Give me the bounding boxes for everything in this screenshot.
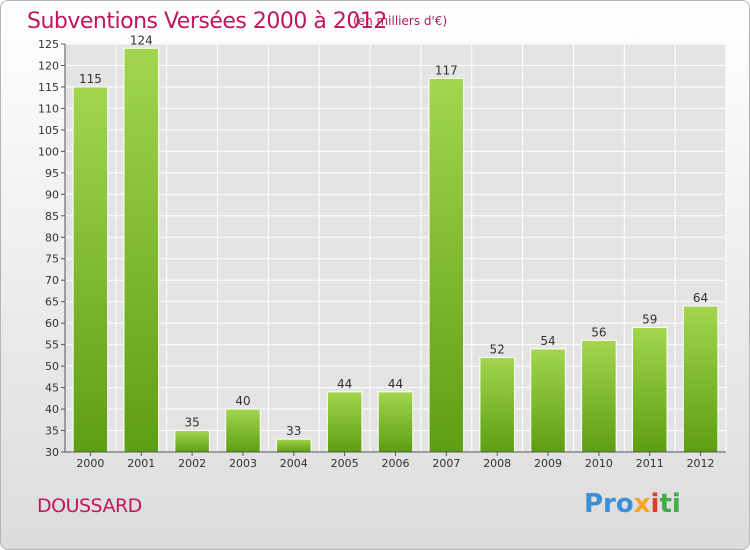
x-tick-label-2008: 2008 (483, 457, 511, 470)
value-label-2009: 54 (540, 334, 555, 348)
bar-2009 (530, 348, 566, 453)
bar-2012 (682, 305, 719, 453)
bar-2008 (479, 357, 515, 453)
y-tick-label: 105 (38, 124, 59, 137)
y-tick-label: 70 (45, 274, 59, 287)
y-tick-label: 115 (38, 81, 59, 94)
commune-name: DOUSSARD (37, 495, 142, 517)
bar-2011 (631, 326, 668, 453)
x-tick-label-2006: 2006 (382, 457, 410, 470)
value-label-2002: 35 (184, 416, 199, 430)
x-tick-label-2012: 2012 (687, 457, 715, 470)
y-tick-label: 35 (45, 425, 59, 438)
logo-part-2: x (633, 489, 651, 519)
x-tick-label-2007: 2007 (432, 457, 460, 470)
label-layer: 115 124 35 40 33 44 44 117 52 54 56 59 64 (79, 33, 708, 438)
bar-2002 (174, 430, 210, 453)
bar-2001 (123, 47, 160, 453)
proxiti-logo[interactable]: Proxiti (584, 489, 681, 519)
bar-2005 (326, 391, 363, 453)
bar-2007 (428, 77, 465, 453)
value-label-2007: 117 (435, 63, 458, 77)
bar-2006 (377, 391, 414, 453)
x-tick-label-2009: 2009 (534, 457, 562, 470)
y-tick-label: 125 (38, 38, 59, 51)
x-tick-label-2001: 2001 (127, 457, 155, 470)
value-label-2010: 56 (591, 325, 606, 339)
x-tick-label-2002: 2002 (178, 457, 206, 470)
value-label-2011: 59 (642, 312, 657, 326)
y-tick-label: 60 (45, 317, 59, 330)
x-tick-label-2011: 2011 (636, 457, 664, 470)
x-tick-label-2003: 2003 (229, 457, 257, 470)
y-tick-label: 75 (45, 253, 59, 266)
chart-unit-label: (en milliers d'€) (353, 14, 448, 28)
x-tick-label-2005: 2005 (331, 457, 359, 470)
y-tick-label: 90 (45, 188, 59, 201)
bar-layer (72, 47, 719, 453)
x-tick-label-2010: 2010 (585, 457, 613, 470)
chart-title: Subventions Versées 2000 à 2012 (27, 9, 387, 34)
y-tick-label: 85 (45, 210, 59, 223)
y-tick-label: 30 (45, 446, 59, 459)
y-tick-label: 100 (38, 145, 59, 158)
axis-layer: 30 35 40 45 50 55 60 65 70 75 80 85 90 95 100 105 110 115… (38, 38, 726, 470)
logo-part-3: i (650, 489, 660, 519)
y-tick-label: 40 (45, 403, 59, 416)
value-label-2006: 44 (388, 377, 403, 391)
value-label-2005: 44 (337, 377, 352, 391)
y-tick-label: 80 (45, 231, 59, 244)
y-tick-label: 50 (45, 360, 59, 373)
value-label-2001: 124 (130, 33, 153, 47)
x-tick-label-2000: 2000 (76, 457, 104, 470)
y-tick-label: 65 (45, 296, 59, 309)
value-label-2008: 52 (490, 343, 505, 357)
y-tick-label: 95 (45, 167, 59, 180)
value-label-2004: 33 (286, 424, 301, 438)
logo-part-1: Pro (584, 489, 634, 519)
x-tick-label-2004: 2004 (280, 457, 308, 470)
value-label-2012: 64 (693, 291, 708, 305)
value-label-2003: 40 (235, 394, 250, 408)
y-tick-label: 55 (45, 339, 59, 352)
bar-2000 (72, 86, 109, 453)
y-tick-label: 110 (38, 102, 59, 115)
logo-part-4: ti (659, 489, 681, 519)
y-tick-label: 120 (38, 59, 59, 72)
value-label-2000: 115 (79, 72, 102, 86)
bar-2004 (276, 438, 312, 453)
y-tick-label: 45 (45, 382, 59, 395)
bar-2003 (225, 408, 261, 453)
bar-2010 (581, 339, 617, 453)
